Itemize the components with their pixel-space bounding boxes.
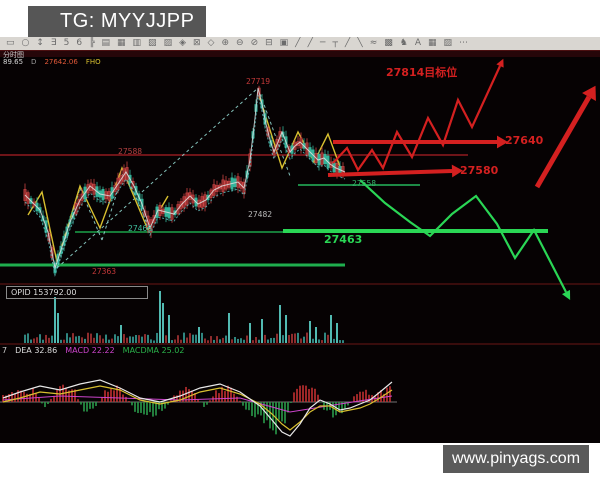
macd-value-token-1: 7: [2, 346, 8, 355]
macd-value-token-3: MACD 22.22: [65, 346, 115, 355]
toolbar-icon-14[interactable]: ⊠: [193, 38, 201, 48]
price-label: 27466: [128, 224, 153, 233]
toolbar-icon-25[interactable]: ╱: [344, 38, 351, 48]
toolbar-icon-31[interactable]: ▦: [428, 38, 437, 48]
toolbar-icon-8[interactable]: ▤: [101, 38, 111, 48]
toolbar-icon-18[interactable]: ⊘: [250, 38, 259, 48]
toolbar-icon-12[interactable]: ▨: [163, 38, 173, 48]
drawing-toolbar: ▭ ○ ↕ ∃ 5 6 ╠ ▤ ▦ ▥ ▧ ▨ ◈ ⊠ ◇ ⊕ ⊖ ⊘ ⊟ ▣ ╱ ╱ ─ ┬ ╱ ╲ ≈ ▩ ♞ A ▦ ▨ ⋯: [0, 37, 600, 50]
toolbar-icon-29[interactable]: ♞: [399, 38, 408, 48]
header-value-token-2: D: [31, 58, 37, 66]
toolbar-icon-3[interactable]: ↕: [36, 38, 44, 48]
toolbar-icon-26[interactable]: ╲: [357, 38, 363, 48]
toolbar-icon-7[interactable]: ╠: [89, 38, 95, 48]
toolbar-icon-20[interactable]: ▣: [279, 38, 289, 48]
toolbar-icon-4[interactable]: ∃: [50, 38, 57, 48]
toolbar-icon-21[interactable]: ╱: [295, 38, 301, 48]
macd-value-token-4: MACDMA 25.02: [122, 346, 185, 355]
toolbar-icon-27[interactable]: ≈: [369, 38, 378, 48]
chart-period-label: 分时图: [3, 51, 24, 59]
toolbar-icon-22[interactable]: ╱: [307, 38, 314, 48]
watermark-strip: www.pinyags.com: [0, 443, 600, 480]
toolbar-icon-28[interactable]: ▩: [384, 38, 393, 48]
toolbar-icon-15[interactable]: ◇: [207, 38, 215, 48]
toolbar-icon-30[interactable]: A: [414, 38, 422, 48]
toolbar-icon-17[interactable]: ⊖: [236, 38, 244, 48]
resistance-27640-label: 27640: [505, 134, 544, 147]
price-label: 27363: [92, 267, 117, 276]
toolbar-icon-1[interactable]: ▭: [6, 38, 15, 48]
opid-value-box: OPID 153792.00: [6, 286, 148, 299]
toolbar-icon-10[interactable]: ▥: [132, 38, 142, 48]
macd-value-token-2: DEA 32.86: [15, 346, 58, 355]
toolbar-icon-6[interactable]: 6: [76, 38, 83, 48]
resistance-27580-label: 27580: [460, 164, 499, 177]
header-value-token-4: FHO: [85, 58, 101, 66]
toolbar-icon-9[interactable]: ▦: [117, 38, 126, 48]
toolbar-icon-23[interactable]: ─: [320, 38, 326, 48]
toolbar-icon-16[interactable]: ⊕: [221, 38, 230, 48]
toolbar-icon-19[interactable]: ⊟: [265, 38, 273, 48]
toolbar-icon-24[interactable]: ┬: [332, 38, 338, 48]
toolbar-icon-2[interactable]: ○: [21, 38, 30, 48]
header-value-token-1: 89.65: [3, 58, 24, 66]
price-label: 27482: [248, 210, 273, 219]
watermark: www.pinyags.com: [443, 445, 589, 473]
tg-banner: TG: MYYJJPP: [28, 6, 206, 37]
toolbar-icon-32[interactable]: ▨: [443, 38, 453, 48]
target-price-label: 27814目标位: [386, 66, 458, 79]
support-27463-label: 27463: [324, 233, 363, 246]
toolbar-icon-11[interactable]: ▧: [148, 38, 157, 48]
header-value-token-3: 27642.06: [44, 58, 78, 66]
price-label: 27588: [118, 147, 143, 156]
toolbar-icon-13[interactable]: ◈: [179, 38, 186, 48]
macd-indicator-row: 7 DEA 32.86 MACD 22.22 MACDMA 25.02: [2, 346, 192, 355]
toolbar-icon-33[interactable]: ⋯: [459, 38, 469, 48]
chart-header-values: 89.65 D 27642.06 FHO: [3, 58, 109, 66]
price-label: 27719: [246, 77, 271, 86]
toolbar-icon-5[interactable]: 5: [63, 38, 70, 48]
price-label: 27558: [352, 179, 377, 188]
